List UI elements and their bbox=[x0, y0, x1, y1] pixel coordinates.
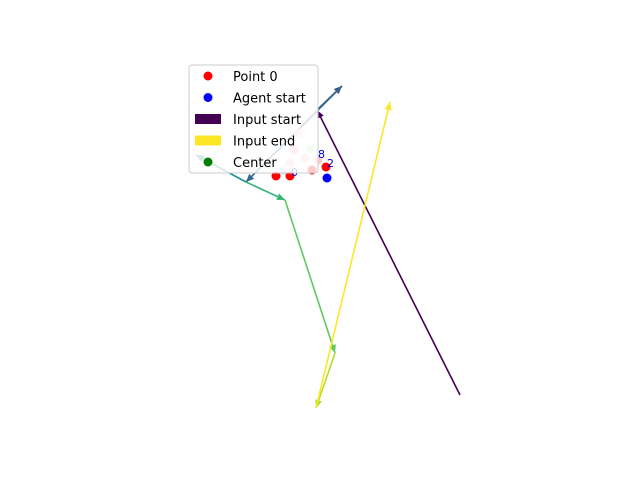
legend-label-0: Point 0 bbox=[233, 70, 278, 85]
legend: Point 0 Agent start Input start Input end Ce… bbox=[188, 64, 319, 174]
legend-marker-4 bbox=[203, 157, 213, 167]
input-arrow-head-2 bbox=[246, 173, 255, 182]
red-point-0 bbox=[271, 171, 281, 181]
input-arrow-head-7 bbox=[384, 102, 392, 111]
legend-label-3: Input end bbox=[233, 135, 295, 150]
point-label-1: 2 bbox=[327, 157, 334, 170]
legend-label-1: Agent start bbox=[233, 92, 306, 107]
legend-label-4: Center bbox=[233, 156, 277, 171]
red-point-1 bbox=[285, 171, 295, 181]
input-arrow-5 bbox=[284, 199, 336, 354]
legend-label-2: Input start bbox=[233, 113, 301, 128]
input-arrow-6 bbox=[315, 352, 336, 409]
legend-marker-0 bbox=[203, 71, 213, 81]
input-arrow-7 bbox=[315, 101, 391, 409]
input-arrow-0 bbox=[316, 109, 461, 396]
agent-start-point-0 bbox=[322, 173, 332, 183]
legend-marker-1 bbox=[203, 93, 213, 102]
legend-marker-3 bbox=[195, 135, 221, 146]
input-arrow-head-0 bbox=[317, 110, 324, 119]
red-point-3 bbox=[321, 162, 331, 172]
input-arrow-head-4 bbox=[276, 193, 285, 200]
point-label-0: 8 bbox=[318, 148, 325, 161]
legend-marker-2 bbox=[195, 114, 221, 124]
legend-frame bbox=[188, 64, 319, 174]
